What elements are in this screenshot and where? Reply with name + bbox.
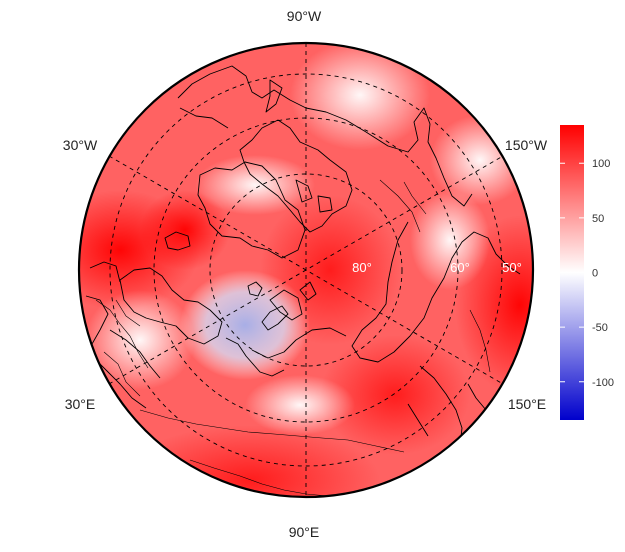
novaya-zemlya-coastline bbox=[261, 305, 289, 331]
graticule bbox=[108, 43, 504, 497]
longitude-labels: 90°W 150°W 150°E 90°E 30°E 30°W bbox=[63, 8, 548, 540]
colorbar: 100 50 0 -50 -100 bbox=[560, 125, 614, 420]
russia-arctic-coastline bbox=[225, 281, 347, 377]
map-outline bbox=[77, 41, 535, 499]
lat-label-80: 80° bbox=[352, 260, 372, 275]
colorbar-ticks: 100 50 0 -50 -100 bbox=[560, 158, 614, 389]
parallel-60n bbox=[109, 73, 503, 467]
lat-label-50: 50° bbox=[502, 260, 522, 275]
canadian-arctic-coastline bbox=[239, 79, 353, 233]
parallel-70n bbox=[153, 117, 459, 423]
latitude-labels: 80° 60° 50° bbox=[352, 260, 522, 275]
lon-label-30e: 30°E bbox=[65, 396, 96, 412]
svalbard-coastline bbox=[247, 281, 263, 297]
greenland-coastline bbox=[197, 161, 306, 259]
colorbar-tick-label: -50 bbox=[592, 322, 608, 334]
lon-label-90w: 90°W bbox=[287, 8, 322, 24]
lon-label-150w: 150°W bbox=[505, 137, 548, 153]
lon-label-30w: 30°W bbox=[63, 137, 98, 153]
lat-label-60: 60° bbox=[450, 260, 470, 275]
colorbar-tick-label: -100 bbox=[592, 377, 614, 389]
alaska-siberia-coastline bbox=[351, 221, 521, 363]
lon-label-150e: 150°E bbox=[508, 396, 546, 412]
anomaly-field bbox=[79, 43, 533, 497]
colorbar-tick-label: 50 bbox=[592, 213, 604, 225]
colorbar-tick-label: 100 bbox=[592, 158, 610, 170]
lon-label-90e: 90°E bbox=[289, 524, 320, 540]
parallel-80n bbox=[209, 173, 403, 367]
iceland-coastline bbox=[164, 231, 191, 251]
scandinavia-coastline bbox=[119, 267, 223, 345]
colorbar-tick-label: 0 bbox=[592, 268, 598, 280]
north-america-coastline bbox=[177, 65, 473, 207]
